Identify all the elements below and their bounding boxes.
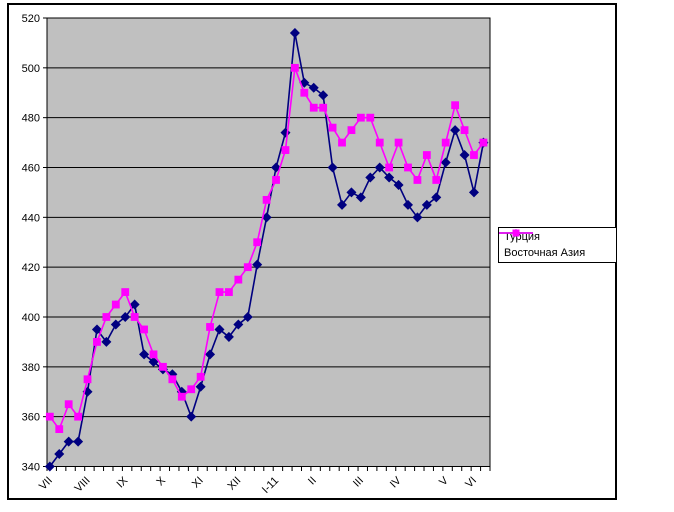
y-axis-label-420: 420 — [22, 262, 40, 274]
x-axis-label-VII: VII — [37, 475, 55, 493]
x-axis-label-IX: IX — [115, 474, 131, 490]
plot-area — [46, 17, 491, 467]
x-axis-label-VI: VI — [463, 475, 479, 491]
y-axis-label-520: 520 — [22, 13, 40, 25]
legend[interactable]: Турция Восточная Азия — [498, 227, 617, 263]
x-axis-label-VIII: VIII — [72, 475, 92, 495]
legend-label-east-asia: Восточная Азия — [504, 246, 586, 259]
x-axis-label-X: X — [154, 474, 168, 488]
y-axis-label-500: 500 — [22, 63, 40, 75]
series-Восточная Азия — [45, 63, 488, 434]
x-axis-label-XII: XII — [225, 475, 243, 493]
x-axis-label-II: II — [306, 475, 319, 488]
y-axis-label-400: 400 — [22, 312, 40, 324]
legend-item-east-asia[interactable]: Восточная Азия — [499, 229, 616, 259]
y-axis-label-340: 340 — [22, 462, 40, 474]
x-axis-label-XI: XI — [190, 475, 206, 491]
y-axis-label-480: 480 — [22, 113, 40, 125]
y-axis-label-380: 380 — [22, 362, 40, 374]
x-axis-label-I-11: I-11 — [260, 475, 281, 496]
series-Турция — [44, 27, 489, 472]
x-axis-label-V: V — [437, 474, 451, 488]
legend-marker-east-asia-icon — [499, 229, 533, 237]
y-axis-label-360: 360 — [22, 412, 40, 424]
y-axis-label-440: 440 — [22, 212, 40, 224]
y-axis-label-460: 460 — [22, 163, 40, 175]
x-axis-label-III: III — [351, 475, 366, 490]
x-axis-label-IV: IV — [388, 474, 404, 490]
